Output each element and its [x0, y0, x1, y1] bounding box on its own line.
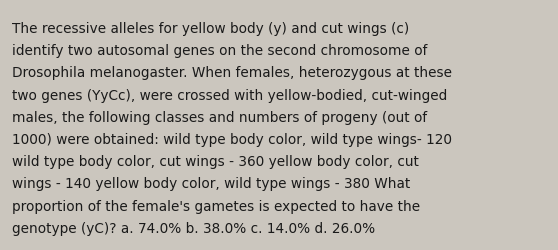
Text: two genes (YyCc), were crossed with yellow-bodied, cut-winged: two genes (YyCc), were crossed with yell…	[12, 88, 448, 102]
Text: wings - 140 yellow body color, wild type wings - 380 What: wings - 140 yellow body color, wild type…	[12, 177, 410, 191]
Text: males, the following classes and numbers of progeny (out of: males, the following classes and numbers…	[12, 110, 427, 124]
Text: wild type body color, cut wings - 360 yellow body color, cut: wild type body color, cut wings - 360 ye…	[12, 154, 419, 168]
Text: proportion of the female's gametes is expected to have the: proportion of the female's gametes is ex…	[12, 199, 420, 213]
Text: 1000) were obtained: wild type body color, wild type wings- 120: 1000) were obtained: wild type body colo…	[12, 132, 452, 146]
Text: Drosophila melanogaster. When females, heterozygous at these: Drosophila melanogaster. When females, h…	[12, 66, 452, 80]
Text: genotype (yC)? a. 74.0% b. 38.0% c. 14.0% d. 26.0%: genotype (yC)? a. 74.0% b. 38.0% c. 14.0…	[12, 221, 375, 235]
Text: The recessive alleles for yellow body (y) and cut wings (c): The recessive alleles for yellow body (y…	[12, 22, 409, 36]
Text: identify two autosomal genes on the second chromosome of: identify two autosomal genes on the seco…	[12, 44, 427, 58]
